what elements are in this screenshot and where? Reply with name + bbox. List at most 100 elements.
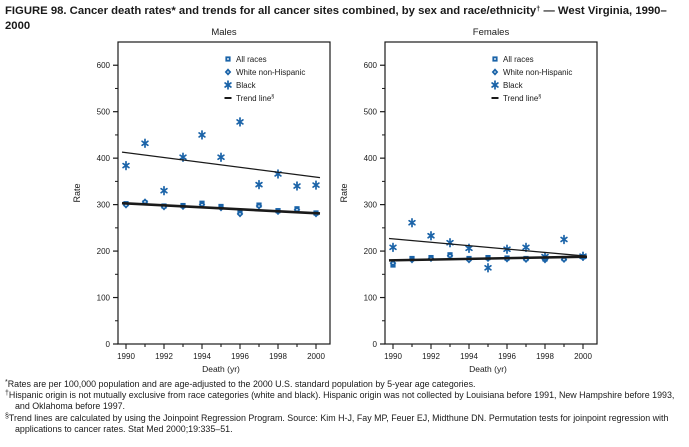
x-tick-label: 1994 (460, 352, 478, 361)
diamond-marker-dot (227, 71, 229, 73)
footnote-trend: §Trend lines are calculated by using the… (5, 413, 685, 435)
legend-label: Trend line§ (236, 94, 274, 103)
asterisk-marker (293, 183, 301, 189)
footnote-text: Hispanic origin is not mutually exclusiv… (8, 390, 675, 412)
x-tick-label: 1992 (422, 352, 440, 361)
asterisk-marker (408, 219, 416, 226)
x-tick-label: 1996 (498, 352, 516, 361)
x-tick-label: 1990 (384, 352, 402, 361)
y-tick-label: 500 (364, 107, 378, 116)
plot-frame (384, 41, 598, 345)
x-tick-label: 1996 (231, 352, 249, 361)
diamond-marker-dot (144, 201, 146, 203)
asterisk-marker (312, 182, 320, 188)
y-axis-label: Rate (339, 183, 349, 202)
footnote-symbol: † (5, 390, 9, 398)
y-tick-label: 300 (97, 200, 111, 209)
legend-label: All races (503, 55, 534, 64)
y-tick-label: 400 (364, 154, 378, 163)
legend: All races White non-Hispanic Black Trend li… (491, 55, 572, 103)
asterisk-marker (224, 82, 232, 88)
diamond-marker-dot (563, 258, 565, 261)
diamond-marker-dot (258, 205, 260, 207)
asterisk-marker (484, 264, 492, 271)
footnote-hispanic: †Hispanic origin is not mutually exclusi… (5, 390, 685, 412)
x-axis-label: Death (yr) (469, 364, 507, 374)
plot-frame (117, 41, 331, 345)
asterisk-marker (491, 82, 499, 88)
diamond-marker-dot (392, 262, 394, 264)
asterisk-marker (198, 132, 206, 138)
x-axis: 1990 1992 1994 1996 1998 2000 Death (yr) (117, 344, 325, 374)
x-tick-label: 1994 (193, 352, 211, 361)
square-marker-dot (227, 58, 229, 60)
y-tick-label: 600 (97, 61, 111, 70)
trend-line-black (121, 151, 321, 179)
footnote-text: Rates are per 100,000 population and are… (7, 379, 476, 389)
asterisk-marker (141, 140, 149, 147)
legend-label: Black (236, 81, 257, 90)
x-tick-label: 2000 (307, 352, 325, 361)
diamond-marker-dot (494, 71, 496, 73)
asterisk-marker (522, 244, 530, 251)
figure-title-suffix: — West Virginia, 1990–2000 (5, 5, 667, 32)
x-axis-label: Death (yr) (202, 364, 240, 374)
chart-males: Males Rate 0 100 200 300 400 500 600 1990 1992 1994… (72, 27, 331, 374)
legend-label: White non-Hispanic (236, 68, 305, 77)
y-tick-label: 0 (373, 340, 378, 349)
diamond-marker-dot (449, 254, 451, 257)
y-tick-label: 400 (97, 154, 111, 163)
footnote-text: Trend lines are calculated by using the … (8, 412, 669, 434)
y-tick-label: 500 (97, 107, 111, 116)
y-axis-label: Rate (72, 183, 82, 202)
asterisk-marker (255, 181, 263, 188)
legend-label: Black (503, 81, 524, 90)
asterisk-marker (160, 187, 168, 194)
x-tick-label: 1990 (117, 352, 135, 361)
trend-line-all-races (388, 255, 588, 262)
y-tick-label: 100 (364, 293, 378, 302)
footnote-symbol: * (5, 379, 8, 386)
series-black (389, 217, 587, 273)
y-axis: 0 100 200 300 400 500 600 (97, 61, 118, 349)
asterisk-marker (236, 119, 244, 125)
footnotes: *Rates are per 100,000 population and ar… (5, 379, 685, 435)
charts-region: Males Rate 0 100 200 300 400 500 600 1990 1992 1994… (0, 24, 689, 374)
x-axis: 1990 1992 1994 1996 1998 2000 Death (yr) (384, 344, 592, 374)
x-tick-label: 2000 (574, 352, 592, 361)
asterisk-marker (389, 244, 397, 251)
asterisk-marker (217, 154, 225, 161)
footnote-rates: *Rates are per 100,000 population and ar… (5, 379, 685, 390)
square-marker-dot (494, 58, 496, 60)
x-tick-label: 1998 (536, 352, 554, 361)
y-tick-label: 600 (364, 61, 378, 70)
diamond-marker-dot (296, 208, 298, 211)
legend: All races White non-Hispanic Black Trend li… (224, 55, 305, 103)
asterisk-marker (179, 154, 187, 161)
diamond-marker-dot (239, 213, 241, 215)
asterisk-marker (427, 232, 435, 239)
chart-title: Males (211, 27, 237, 38)
diamond-marker-dot (201, 203, 203, 206)
asterisk-marker (465, 245, 473, 252)
y-tick-label: 200 (364, 247, 378, 256)
legend-label: All races (236, 55, 267, 64)
figure-title: FIGURE 98. Cancer death rates* and trend… (5, 4, 683, 33)
chart-title: Females (473, 27, 510, 38)
x-tick-label: 1998 (269, 352, 287, 361)
trend-line-all-races (121, 201, 321, 215)
y-tick-label: 200 (97, 247, 111, 256)
asterisk-marker (122, 162, 130, 169)
figure-title-dagger: † (536, 4, 541, 13)
y-tick-label: 300 (364, 200, 378, 209)
x-tick-label: 1992 (155, 352, 173, 361)
trend-line-black (388, 237, 588, 257)
figure-title-text: FIGURE 98. Cancer death rates* and trend… (5, 5, 537, 17)
legend-label: White non-Hispanic (503, 68, 572, 77)
y-tick-label: 0 (106, 340, 111, 349)
footnote-symbol: § (5, 412, 9, 420)
asterisk-marker (560, 236, 568, 243)
y-axis: 0 100 200 300 400 500 600 (364, 61, 385, 349)
y-tick-label: 100 (97, 293, 111, 302)
